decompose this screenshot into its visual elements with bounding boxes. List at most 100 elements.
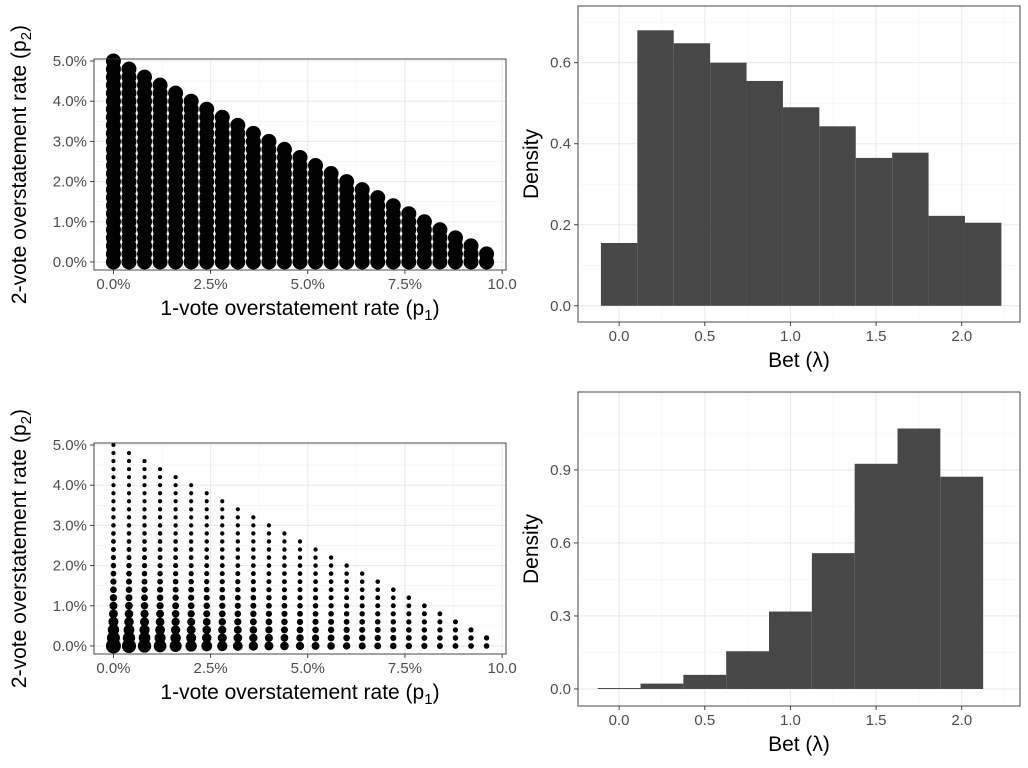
scatter-point (339, 174, 355, 190)
scatter-point (126, 483, 132, 488)
scatter-point (311, 642, 320, 650)
scatter-point (125, 601, 133, 610)
scatter-point (463, 238, 479, 254)
scatter-point (313, 571, 318, 576)
scatter-point (390, 634, 397, 641)
scatter-point (142, 515, 147, 520)
x-tick-label: 10.0 (488, 276, 517, 293)
x-axis-title-subscript: 1 (424, 307, 432, 324)
scatter-point (153, 639, 167, 653)
scatter-point (111, 475, 116, 480)
scatter-point (390, 611, 396, 617)
scatter-point (168, 85, 184, 101)
scatter-point (125, 586, 133, 593)
scatter-point (437, 627, 443, 633)
scatter-point (297, 571, 303, 576)
x-axis-title-paren: ) (433, 297, 440, 320)
scatter-point (203, 602, 210, 610)
scatter-point (390, 595, 396, 601)
scatter-point (122, 631, 136, 645)
scatter-point (234, 594, 241, 601)
scatter-point (370, 190, 386, 206)
scatter-point (172, 586, 179, 593)
scatter-point (173, 563, 179, 569)
scatter-point (157, 562, 163, 569)
scatter-point (111, 531, 116, 536)
scatter-point (142, 507, 147, 512)
scatter-point (344, 587, 350, 593)
scatter-point (479, 246, 495, 262)
scatter-point (250, 602, 257, 609)
y-axis-title: Density (520, 513, 543, 584)
scatter-point (185, 640, 197, 652)
scatter-point (204, 555, 210, 560)
scatter-point (187, 602, 195, 610)
histogram-bar (640, 683, 684, 689)
scatter-point (359, 595, 365, 601)
scatter-point (126, 570, 132, 577)
scatter-point (354, 182, 370, 198)
scatter-point (156, 602, 164, 610)
scatter-point (249, 633, 258, 643)
scatter-point (266, 563, 272, 568)
scatter-point (452, 619, 458, 625)
histogram-bar (726, 651, 770, 689)
scatter-point (251, 515, 256, 520)
y-axis-title: 2-vote overstatement rate (p2) (8, 25, 35, 304)
scatter-point (109, 594, 118, 602)
y-tick-label: 5.0% (53, 437, 87, 454)
x-tick-label: 1.0 (780, 712, 801, 729)
scatter-point (266, 523, 272, 528)
scatter-point (188, 578, 194, 585)
histogram-bar (940, 476, 984, 689)
scatter-point (374, 634, 381, 642)
histogram-bar (819, 126, 856, 306)
scatter-point (124, 609, 134, 619)
scatter-point (250, 571, 256, 577)
scatter-point (157, 586, 164, 593)
scatter-point (235, 507, 240, 512)
scatter-point (157, 539, 163, 544)
scatter-point (155, 624, 165, 635)
scatter-point (157, 547, 163, 552)
x-axis-title-paren: ) (433, 681, 440, 704)
scatter-point (264, 641, 274, 651)
scatter-point (154, 632, 166, 644)
scatter-point (204, 523, 209, 528)
x-axis-title-subscript: 1 (424, 691, 432, 708)
scatter-point (390, 619, 397, 625)
scatter-point (204, 507, 209, 512)
scatter-point (406, 595, 412, 601)
y-axis-title-paren: ) (8, 25, 31, 32)
scatter-point (235, 555, 241, 560)
scatter-point (328, 563, 334, 568)
x-tick-label: 1.0 (780, 328, 801, 345)
scatter-point (126, 467, 132, 472)
scatter-point (359, 611, 365, 617)
scatter-point (436, 642, 443, 649)
scatter-point (187, 610, 195, 618)
y-tick-label: 0.0% (53, 254, 87, 271)
scatter-point (157, 499, 163, 504)
scatter-point (343, 618, 350, 625)
scatter-point (235, 547, 241, 552)
scatter-point (142, 555, 148, 561)
y-tick-label: 3.0% (53, 133, 87, 150)
scatter-point (406, 611, 412, 617)
scatter-point (249, 618, 257, 626)
scatter-point (359, 626, 366, 633)
scatter-point (142, 483, 147, 488)
scatter-point (328, 618, 335, 625)
scatter-point (220, 507, 225, 512)
scatter-point (251, 539, 256, 544)
scatter-point (282, 539, 287, 544)
histogram-bar (855, 157, 893, 306)
scatter-point (188, 563, 194, 569)
scatter-point (188, 594, 195, 601)
scatter-point (297, 603, 303, 609)
scatter-point (141, 594, 148, 602)
histogram-bar (854, 463, 898, 689)
scatter-point (203, 586, 210, 593)
scatter-point (280, 634, 289, 642)
scatter-point (313, 547, 318, 552)
